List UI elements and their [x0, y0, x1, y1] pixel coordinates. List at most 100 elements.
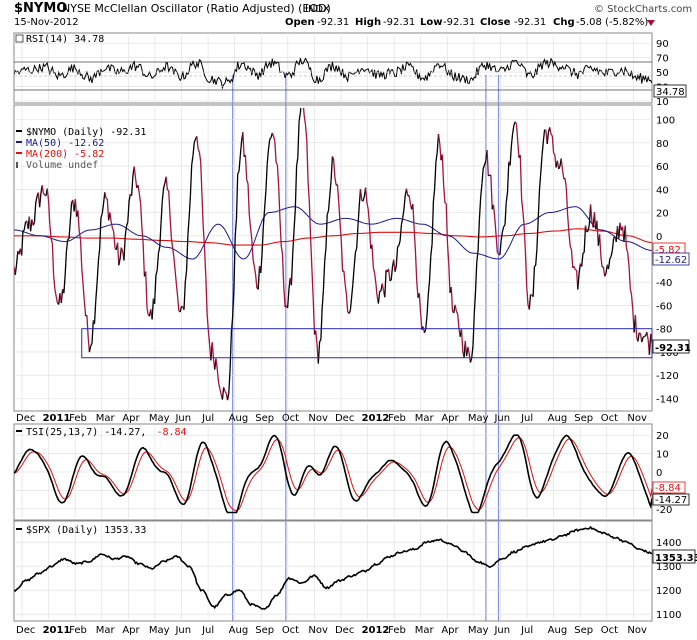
x-tick-label: Aug — [548, 625, 568, 636]
nymo-segment — [141, 203, 142, 227]
x-tick-label: Oct — [601, 413, 618, 424]
spx-legend-swatch — [16, 528, 22, 530]
y-tick-label: 0 — [656, 232, 662, 243]
nymo-segment — [254, 267, 255, 275]
nymo-segment — [642, 337, 643, 342]
y-tick-label: 60 — [656, 162, 669, 173]
nymo-segment — [176, 284, 177, 297]
nymo-segment — [143, 243, 144, 277]
nymo-segment — [64, 276, 65, 293]
nymo-segment — [212, 342, 213, 358]
nymo-segment — [235, 218, 236, 236]
x-tick-label: Feb — [69, 413, 87, 424]
nymo-segment — [407, 189, 408, 196]
nymo-segment — [142, 228, 143, 243]
x-tick-label: Feb — [388, 625, 406, 636]
nymo-segment — [326, 215, 327, 248]
legend-swatch-ma200 — [16, 152, 22, 154]
nymo-segment — [625, 226, 626, 248]
nymo-segment — [97, 261, 98, 283]
nymo-segment — [495, 217, 496, 234]
nymo-segment — [477, 250, 478, 262]
nymo-segment — [508, 162, 509, 193]
y-tick-label: -20 — [656, 505, 672, 516]
nymo-segment — [610, 256, 611, 259]
nymo-segment — [542, 142, 543, 156]
y-tick-label: -60 — [656, 301, 672, 312]
nymo-segment — [78, 211, 79, 231]
nymo-segment — [409, 195, 410, 204]
nymo-segment — [146, 272, 147, 308]
x-tick-label: Feb — [388, 413, 406, 424]
nymo-segment — [561, 158, 562, 169]
legend-ma200: MA(200) -5.82 — [26, 149, 104, 160]
nymo-segment — [431, 244, 432, 256]
x-tick-label: Jul — [520, 413, 533, 424]
nymo-segment — [563, 170, 564, 179]
nymo-segment — [470, 358, 471, 363]
nymo-segment — [478, 219, 479, 250]
nymo-segment — [225, 392, 226, 394]
nymo-segment — [361, 189, 362, 201]
nymo-segment — [363, 197, 364, 202]
x-tick-label: May — [149, 413, 170, 424]
nymo-segment — [316, 330, 317, 344]
nymo-segment — [262, 227, 263, 255]
nymo-segment — [61, 289, 62, 303]
nymo-segment — [311, 238, 312, 269]
y-tick-label: 1400 — [656, 538, 681, 549]
x-tick-label: Apr — [441, 625, 459, 636]
nymo-segment — [24, 222, 25, 230]
nymo-segment — [629, 266, 630, 289]
nymo-segment — [501, 232, 502, 241]
nymo-segment — [65, 252, 66, 276]
nymo-segment — [230, 332, 231, 369]
nymo-segment — [540, 173, 541, 190]
nymo-segment — [424, 330, 425, 333]
nymo-segment — [551, 134, 552, 136]
nymo-segment — [481, 183, 482, 197]
nymo-segment — [375, 273, 376, 282]
nymo-segment — [500, 241, 501, 255]
nymo-segment — [430, 256, 431, 281]
nymo-segment — [248, 183, 249, 215]
nymo-segment — [17, 251, 18, 264]
main-legend: $NYMO (Daily) -92.31 MA(50) -12.62 MA(20… — [16, 127, 146, 171]
nymo-segment — [23, 230, 24, 231]
legend-nymo: $NYMO (Daily) -92.31 — [26, 127, 146, 138]
nymo-segment — [201, 162, 202, 194]
nymo-segment — [517, 124, 518, 142]
nymo-segment — [173, 247, 174, 257]
nymo-segment — [220, 388, 221, 394]
nymo-segment — [229, 369, 230, 394]
x-tick-label: Jul — [201, 413, 214, 424]
nymo-segment — [284, 288, 285, 307]
nymo-segment — [169, 191, 170, 216]
spx-current-value: 1353.33 — [655, 553, 697, 564]
x-tick-label: 2011 — [43, 625, 71, 636]
nymo-segment — [128, 201, 129, 222]
nymo-segment — [456, 311, 457, 314]
nymo-segment — [341, 241, 342, 272]
nymo-segment — [575, 270, 576, 271]
nymo-segment — [247, 180, 248, 184]
nymo-segment — [268, 139, 269, 150]
x-tick-label: May — [468, 625, 489, 636]
nymo-segment — [222, 387, 223, 399]
x-tick-label: Oct — [601, 625, 618, 636]
nymo-segment — [114, 232, 115, 249]
x-tick-label: Jul — [201, 625, 214, 636]
nymo-segment — [427, 294, 428, 315]
nymo-segment — [56, 297, 57, 304]
nymo-segment — [118, 243, 119, 265]
nymo-segment — [51, 239, 52, 244]
nymo-segment — [240, 141, 241, 156]
nymo-segment — [297, 158, 298, 166]
nymo-segment — [338, 185, 339, 203]
nymo-segment — [281, 246, 282, 255]
nymo-segment — [523, 212, 524, 226]
x-tick-label: Aug — [548, 413, 568, 424]
nymo-segment — [545, 130, 546, 131]
nymo-segment — [506, 193, 507, 203]
nymo-segment — [237, 174, 238, 218]
